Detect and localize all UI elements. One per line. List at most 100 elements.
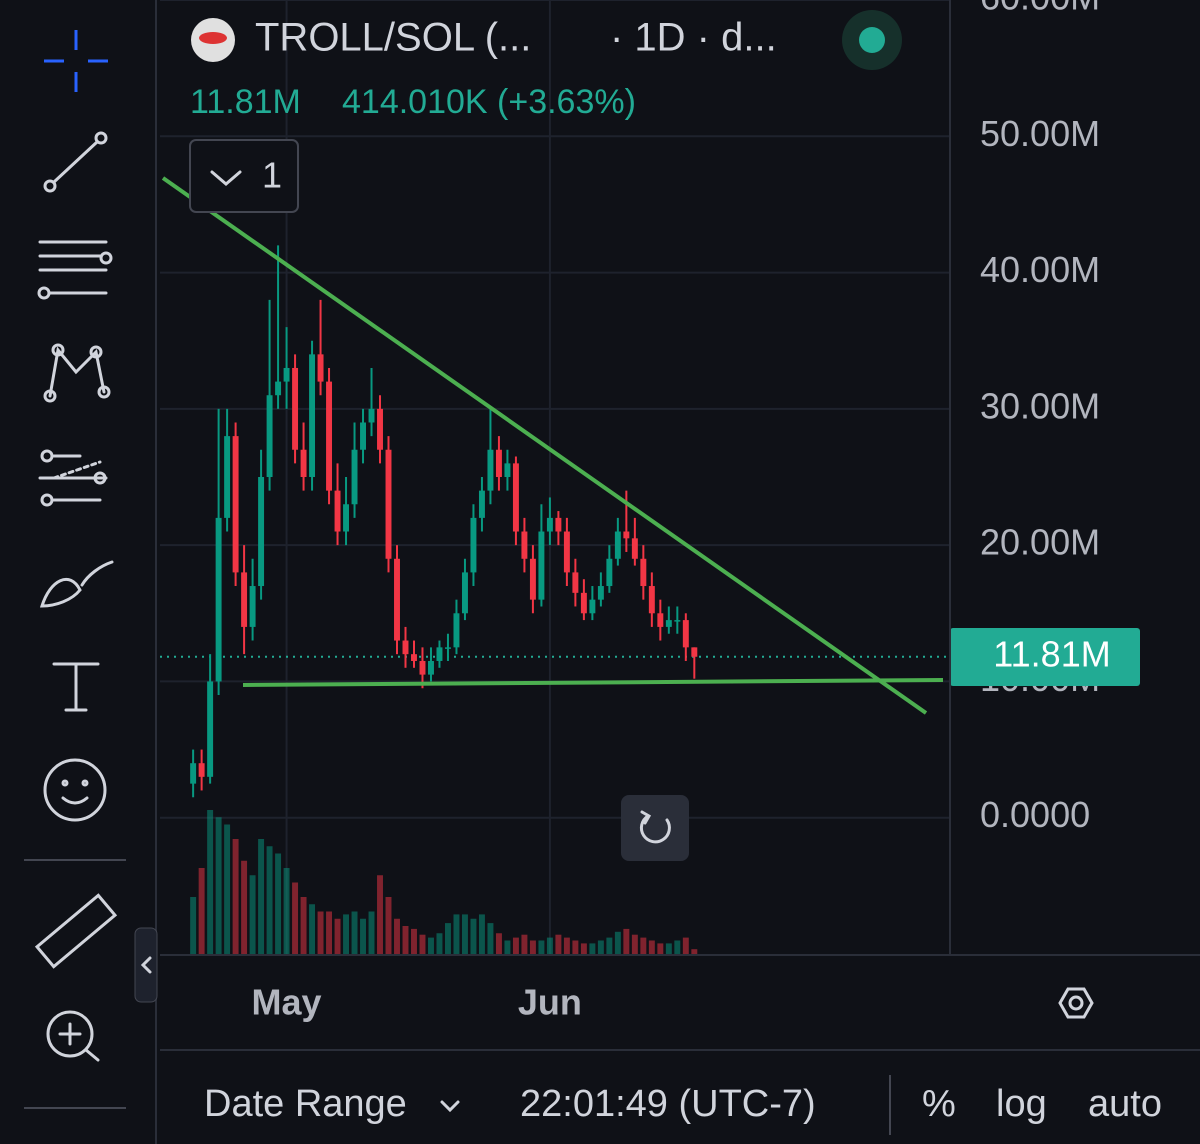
candle-body xyxy=(360,422,366,450)
candle-body xyxy=(351,449,358,505)
volume-bar xyxy=(487,923,494,955)
text-tool[interactable] xyxy=(52,662,100,712)
volume-bar xyxy=(258,839,265,955)
volume-bar xyxy=(241,860,248,955)
volume-bar xyxy=(198,868,205,955)
zoom-tool[interactable] xyxy=(46,1010,100,1062)
volume-bar xyxy=(385,897,392,955)
ruler-tool[interactable] xyxy=(34,893,118,969)
volume-bar xyxy=(461,914,468,955)
candle-body xyxy=(436,647,443,661)
price-label xyxy=(950,628,1140,686)
volume-bar xyxy=(266,846,273,955)
volume-bar xyxy=(428,937,434,955)
candle-body xyxy=(478,490,485,518)
candle-body xyxy=(461,572,468,614)
reset-button[interactable] xyxy=(621,795,689,861)
volume-bar xyxy=(563,937,570,955)
candle-body xyxy=(224,436,231,518)
candle-body xyxy=(546,517,553,532)
candle-body xyxy=(538,531,545,600)
volume-bar xyxy=(597,940,604,955)
date-range[interactable]: Date Range xyxy=(204,1083,407,1125)
candle-body xyxy=(512,463,519,532)
x-tick-label: Jun xyxy=(518,982,582,1023)
candle-body xyxy=(309,354,316,477)
candle-body xyxy=(614,531,621,559)
candle-body xyxy=(258,477,265,587)
volume-bar xyxy=(207,810,214,955)
candle-body xyxy=(368,408,375,423)
candle-body xyxy=(275,381,282,396)
volume-bar xyxy=(334,918,341,955)
volume-bar xyxy=(631,934,638,955)
reset-icon-arrow xyxy=(640,810,652,825)
volume-bar xyxy=(555,934,562,955)
candle-body xyxy=(470,517,477,573)
indicator-toggle[interactable] xyxy=(189,139,299,213)
indicator-count: 1 xyxy=(262,155,282,196)
candle-body xyxy=(597,586,604,600)
candle-body xyxy=(521,531,528,559)
candle-body xyxy=(682,620,689,648)
candle-body xyxy=(572,572,579,593)
candle-body xyxy=(377,408,383,450)
volume-bar xyxy=(351,911,358,955)
volume-bar xyxy=(232,839,239,955)
log-toggle[interactable]: log xyxy=(996,1083,1047,1125)
crosshair-tool[interactable] xyxy=(44,30,108,92)
candle-body xyxy=(495,449,502,477)
candle-body xyxy=(292,367,299,450)
brush-tool[interactable] xyxy=(39,560,114,608)
price-label-text: 11.81M xyxy=(993,634,1110,675)
support-line[interactable] xyxy=(242,678,944,687)
candle-body xyxy=(563,531,570,573)
volume-bar xyxy=(368,911,375,955)
prediction-tool[interactable] xyxy=(38,449,108,507)
candle-body xyxy=(207,681,214,777)
candle-body xyxy=(326,381,333,491)
symbol[interactable]: TROLL/SOL (... xyxy=(255,16,531,60)
y-tick-label: 20.00M xyxy=(980,522,1100,563)
volume-bar xyxy=(529,940,536,955)
volume-bar xyxy=(190,897,197,955)
candle-body xyxy=(334,490,341,532)
last-value: 11.81M xyxy=(190,83,301,121)
symbol-icon-face xyxy=(199,32,227,44)
y-tick-label: 0.0000 xyxy=(980,794,1090,835)
candle-body xyxy=(665,620,672,627)
date-range-chevron xyxy=(440,1100,460,1113)
trend-line[interactable] xyxy=(161,176,928,715)
candle-body xyxy=(385,449,392,559)
pattern-tool[interactable] xyxy=(43,343,111,403)
change-value: 414.010K (+3.63%) xyxy=(342,83,636,121)
volume-bar xyxy=(606,937,613,955)
fib-tool[interactable] xyxy=(37,240,113,300)
emoji-tool[interactable] xyxy=(43,758,107,822)
settings-icon[interactable] xyxy=(1058,987,1094,1019)
auto-toggle[interactable]: auto xyxy=(1088,1083,1162,1125)
candle-body xyxy=(674,620,681,622)
trend-line-tool[interactable] xyxy=(43,131,108,193)
chevron xyxy=(210,170,242,186)
volume-bar xyxy=(589,943,596,955)
volume-bar xyxy=(546,937,553,955)
volume-bar xyxy=(682,937,689,955)
candle-body xyxy=(487,449,494,491)
candle-body xyxy=(691,647,698,657)
candle-body xyxy=(190,763,197,784)
volume-bar xyxy=(444,923,451,955)
percent-toggle[interactable]: % xyxy=(922,1083,956,1125)
volume-bar xyxy=(436,933,443,955)
interval[interactable]: · 1D · d... xyxy=(610,16,777,60)
candle-body xyxy=(589,599,596,614)
volume-bar xyxy=(419,934,426,955)
volume-bar xyxy=(249,875,256,955)
candle-body xyxy=(428,660,434,675)
collapse-tab[interactable] xyxy=(134,927,158,1003)
volume-bar xyxy=(495,933,502,955)
candle-body xyxy=(232,436,239,573)
status-dot xyxy=(859,27,885,53)
candle-body xyxy=(402,640,409,655)
y-tick-label: 40.00M xyxy=(980,249,1100,290)
